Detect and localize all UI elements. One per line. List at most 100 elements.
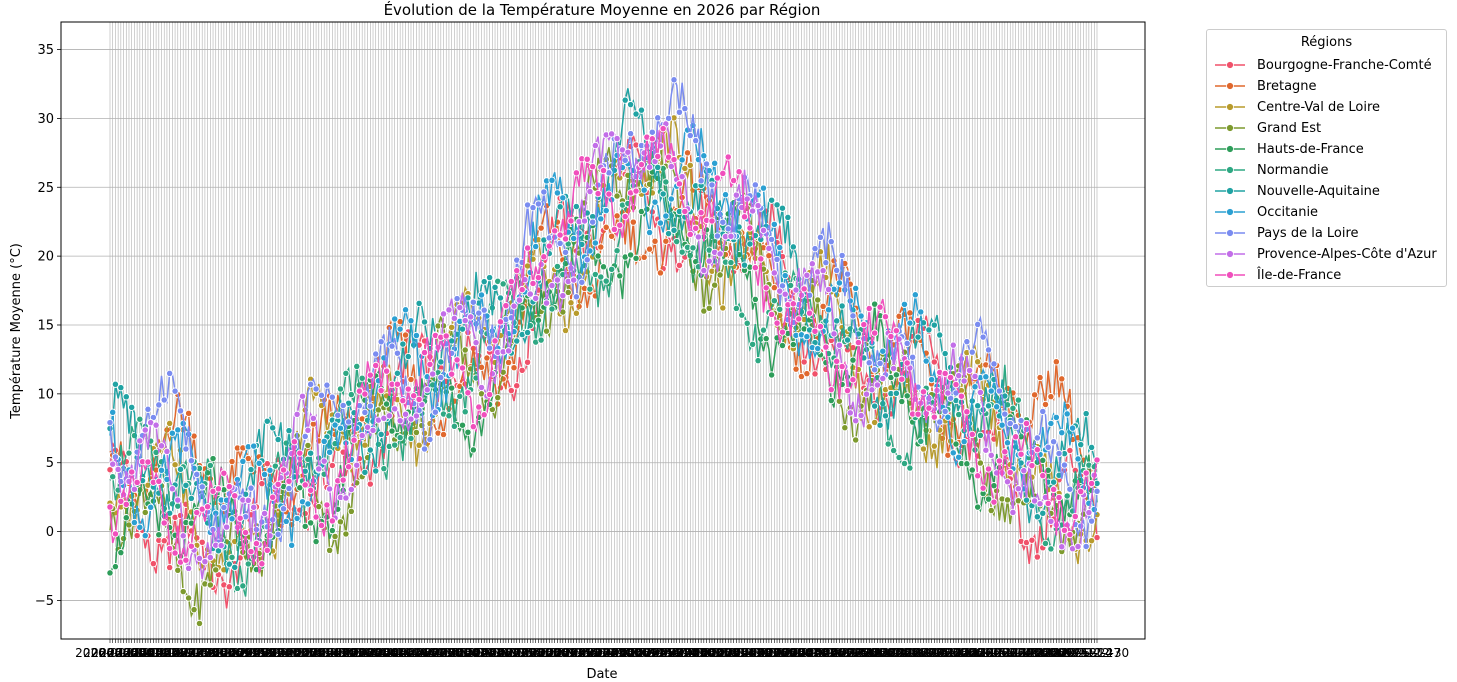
legend-label: Nouvelle-Aquitaine [1257,183,1380,199]
data-point [415,441,423,449]
data-point [984,495,993,503]
x-tick-label: 2026-04-25 [384,646,454,660]
data-point [1039,472,1047,480]
data-point [499,280,507,288]
data-point [312,537,320,546]
data-point [195,619,204,628]
data-point [740,261,749,269]
x-tick-label: 2026-07-09 [588,646,658,660]
x-tick-label: 2026-12-18 [1027,646,1097,660]
x-tick-label: 2026-08-05 [661,646,731,660]
x-tick-label: 2026-09-10 [758,646,828,660]
data-point [713,232,722,240]
data-point [504,358,513,367]
data-point [919,388,928,396]
y-tick-label: −5 [35,594,54,609]
data-point [1030,391,1039,399]
data-point [776,243,784,252]
data-point [203,503,212,511]
data-point [1058,375,1066,383]
data-point [122,514,130,522]
data-point [184,594,193,602]
data-point [393,349,402,357]
data-point [260,470,269,479]
data-point [824,306,833,314]
x-tick-label: 2026-08-26 [718,646,788,660]
data-point [602,206,610,215]
x-tick-label: 2026-12-21 [1035,646,1105,660]
data-point [1060,526,1069,535]
data-point [586,187,594,196]
data-point [833,317,841,325]
x-tick-label: 2026-03-08 [254,646,324,660]
data-point [998,421,1006,429]
data-point [941,407,949,416]
data-point [854,338,863,347]
data-point [309,414,318,423]
data-point [995,387,1004,395]
data-point [155,401,163,409]
data-point [976,431,985,440]
data-point [1036,373,1044,382]
data-point [1055,449,1063,458]
data-point [225,583,233,591]
data-point [361,441,369,449]
data-point [827,396,835,405]
data-point [1047,393,1055,401]
data-point [496,318,505,326]
data-point [694,233,703,241]
data-point [659,190,667,198]
x-tick-label: 2026-11-24 [962,646,1032,660]
data-point [727,258,735,267]
x-tick-label: 2026-11-03 [905,646,975,660]
data-point [445,412,453,420]
data-point [534,273,543,282]
data-point [808,260,816,268]
x-tick-label: 2026-11-09 [921,646,991,660]
data-point [491,283,499,291]
data-point [602,223,610,231]
y-tick-label: 25 [37,181,54,196]
legend-label: Bretagne [1257,78,1317,94]
data-point [1085,508,1093,517]
data-point [1039,509,1047,517]
x-tick-label: 2026-03-05 [246,646,316,660]
data-point [1055,493,1063,502]
data-point [648,128,656,136]
data-point [1036,500,1044,508]
data-point [182,445,190,453]
data-point [607,232,616,240]
x-tick-label: 2026-08-08 [669,646,739,660]
data-point [263,417,271,425]
data-point [833,357,841,365]
data-point [136,523,144,531]
legend-label: Provence-Alpes-Côte d'Azur [1257,246,1437,262]
data-point [252,539,261,548]
data-point [754,357,762,365]
legend-label: Bourgogne-Franche-Comté [1257,57,1432,73]
data-point [1049,485,1058,494]
data-point [719,169,727,178]
data-point [393,380,402,388]
data-point [106,418,114,427]
data-point [629,218,637,226]
data-point [930,321,938,329]
data-point [626,130,635,138]
legend-label: Occitanie [1257,204,1319,220]
data-point [279,505,288,513]
x-tick-label: 2026-04-10 [344,646,414,660]
data-point [724,225,732,233]
data-point [122,393,130,401]
x-tick-label: 2026-05-22 [457,646,527,660]
data-point [930,442,938,450]
x-tick-label: 2026-02-15 [197,646,267,660]
x-tick-label: 2026-10-28 [889,646,959,660]
data-point [884,440,892,448]
data-point [656,269,665,277]
data-point [323,381,331,389]
x-tick-label: 2026-04-16 [360,646,430,660]
data-point [315,502,323,511]
legend-item: Bourgogne-Franche-Comté [1213,55,1432,75]
data-point [157,466,166,474]
data-point [906,319,914,327]
